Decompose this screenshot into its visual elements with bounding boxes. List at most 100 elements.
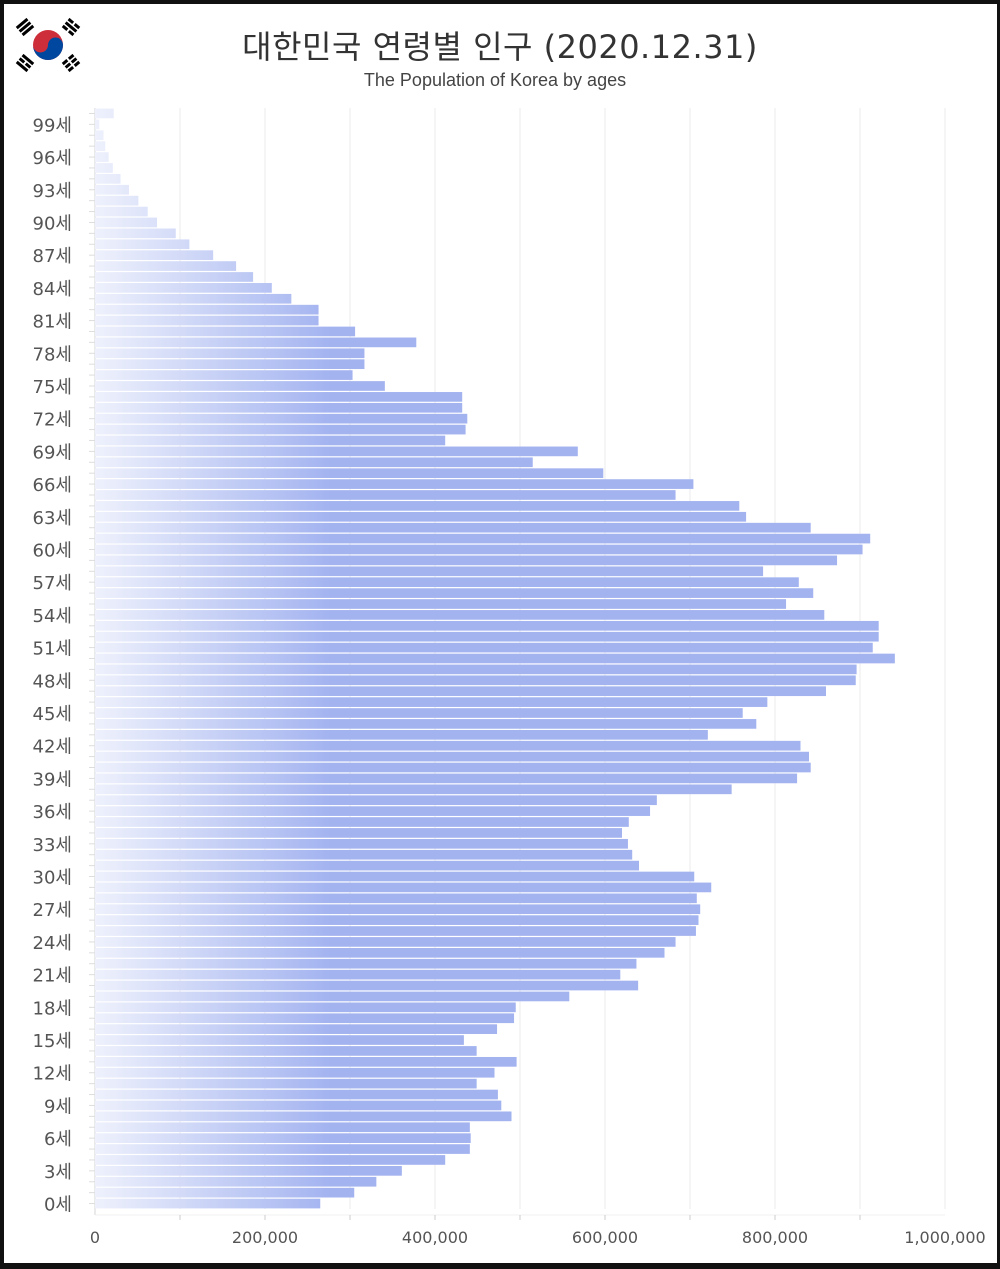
bar-47세 xyxy=(95,686,826,697)
bar-45세 xyxy=(95,708,743,718)
bar-14세 xyxy=(95,1046,477,1056)
x-tick-label: 0 xyxy=(90,1228,100,1247)
frame-bottom xyxy=(0,1263,1000,1269)
bar-70세 xyxy=(95,435,446,446)
bar-27세 xyxy=(95,904,701,915)
y-tick-label: 15세 xyxy=(33,1031,72,1052)
y-tick-label: 75세 xyxy=(33,377,72,398)
bar-77세 xyxy=(95,359,365,370)
bar-97세 xyxy=(95,141,106,152)
bar-75세 xyxy=(95,381,385,391)
bar-71세 xyxy=(95,424,466,435)
y-tick-label: 60세 xyxy=(33,540,72,561)
bar-48세 xyxy=(95,675,856,686)
x-tick-label: 600,000 xyxy=(572,1228,638,1247)
y-tick-label: 90세 xyxy=(33,213,72,234)
y-tick-label: 39세 xyxy=(33,769,72,790)
y-tick-label: 69세 xyxy=(33,442,72,463)
bar-59세 xyxy=(95,555,838,566)
bar-30세 xyxy=(95,871,695,882)
bars xyxy=(95,108,895,1209)
y-tick-label: 30세 xyxy=(33,868,72,889)
chart-title: 대한민국 연령별 인구 (2020.12.31) xyxy=(242,28,758,66)
bar-64세 xyxy=(95,501,740,511)
bar-61세 xyxy=(95,533,871,544)
y-tick-label: 9세 xyxy=(44,1096,72,1117)
bar-55세 xyxy=(95,599,787,609)
bar-95세 xyxy=(95,163,113,173)
bar-65세 xyxy=(95,490,676,500)
bar-87세 xyxy=(95,250,214,261)
y-tick-label: 21세 xyxy=(33,966,72,987)
bar-58세 xyxy=(95,566,764,577)
y-tick-label: 78세 xyxy=(33,344,72,365)
bar-68세 xyxy=(95,457,533,468)
bar-86세 xyxy=(95,261,237,271)
bar-62세 xyxy=(95,522,811,533)
bar-26세 xyxy=(95,915,699,925)
y-tick-label: 42세 xyxy=(33,737,72,758)
y-tick-label: 99세 xyxy=(33,115,72,136)
bar-7세 xyxy=(95,1122,470,1133)
frame-right xyxy=(997,0,1000,1269)
trigram-gon xyxy=(61,53,81,73)
bar-93세 xyxy=(95,184,129,195)
bar-100세 xyxy=(95,108,114,119)
bar-98세 xyxy=(95,130,104,141)
bar-39세 xyxy=(95,773,798,784)
bar-63세 xyxy=(95,511,747,522)
bar-74세 xyxy=(95,392,463,402)
bar-1세 xyxy=(95,1187,355,1198)
bar-92세 xyxy=(95,195,139,206)
y-tick-label: 54세 xyxy=(33,606,72,627)
taegeuk-blue-half xyxy=(33,37,63,60)
y-tick-label: 0세 xyxy=(44,1195,72,1216)
bar-24세 xyxy=(95,937,676,947)
y-axis-labels: 0세 3세 6세 9세 12세 15세 18세 21세 24세 27세 30세 33세 36세 39세 42… xyxy=(33,112,95,1216)
bar-99세 xyxy=(95,119,100,130)
trigram-geon xyxy=(15,17,35,37)
bar-40세 xyxy=(95,762,811,773)
bar-38세 xyxy=(95,784,732,795)
bar-89세 xyxy=(95,228,176,239)
bar-42세 xyxy=(95,740,801,751)
y-tick-label: 66세 xyxy=(33,475,72,496)
bar-72세 xyxy=(95,413,468,424)
y-tick-label: 45세 xyxy=(33,704,72,725)
bar-0세 xyxy=(95,1198,321,1209)
bar-10세 xyxy=(95,1089,498,1100)
bar-46세 xyxy=(95,697,768,707)
bar-67세 xyxy=(95,468,604,479)
bar-76세 xyxy=(95,370,353,380)
y-tick-label: 93세 xyxy=(33,181,72,202)
bar-2세 xyxy=(95,1176,377,1187)
y-tick-label: 96세 xyxy=(33,148,72,169)
y-tick-label: 87세 xyxy=(33,246,72,267)
x-tick-label: 800,000 xyxy=(742,1228,808,1247)
bar-22세 xyxy=(95,958,637,969)
bar-35세 xyxy=(95,817,629,827)
y-tick-label: 6세 xyxy=(44,1129,72,1150)
bar-12세 xyxy=(95,1067,495,1078)
bar-44세 xyxy=(95,719,757,729)
trigram-gam xyxy=(61,17,81,37)
bar-41세 xyxy=(95,751,809,762)
bar-90세 xyxy=(95,217,158,228)
bar-28세 xyxy=(95,893,697,904)
bar-84세 xyxy=(95,283,272,293)
y-tick-label: 51세 xyxy=(33,639,72,660)
bar-31세 xyxy=(95,860,639,871)
trigram-ri xyxy=(15,53,35,73)
chart-subtitle: The Population of Korea by ages xyxy=(363,70,627,90)
bar-91세 xyxy=(95,206,148,217)
bar-56세 xyxy=(95,588,814,598)
bar-17세 xyxy=(95,1013,515,1024)
bar-11세 xyxy=(95,1078,477,1089)
bar-80세 xyxy=(95,326,356,337)
bar-83세 xyxy=(95,293,292,304)
bar-57세 xyxy=(95,577,799,588)
y-tick-label: 24세 xyxy=(33,933,72,954)
bar-9세 xyxy=(95,1100,502,1111)
bar-8세 xyxy=(95,1111,512,1122)
bar-66세 xyxy=(95,479,694,489)
